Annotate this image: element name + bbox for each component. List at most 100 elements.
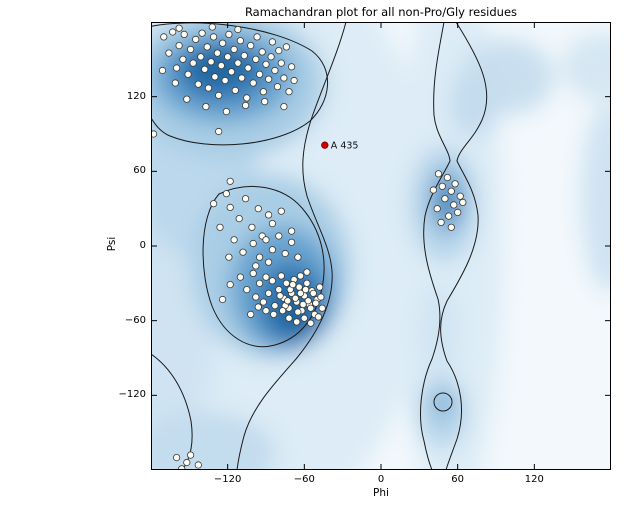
y-tick-label: 120 bbox=[126, 90, 146, 102]
residue-point bbox=[429, 186, 437, 194]
residue-point bbox=[265, 75, 273, 83]
residue-point bbox=[256, 279, 264, 287]
residue-point bbox=[231, 86, 239, 95]
residue-point bbox=[207, 58, 215, 66]
contour-right-east bbox=[440, 22, 488, 470]
residue-point bbox=[288, 227, 296, 235]
residue-point bbox=[225, 30, 233, 38]
density-layer bbox=[151, 22, 611, 470]
residue-point bbox=[450, 201, 458, 209]
residue-point bbox=[316, 283, 324, 291]
residue-point bbox=[240, 51, 248, 60]
residue-point bbox=[197, 53, 205, 61]
residue-point bbox=[277, 59, 285, 67]
residue-point bbox=[267, 53, 275, 61]
residue-point bbox=[256, 70, 264, 78]
residue-point bbox=[277, 207, 285, 215]
residue-point bbox=[225, 253, 233, 261]
outlier-point bbox=[321, 141, 329, 149]
residue-point bbox=[213, 49, 222, 57]
residue-point bbox=[230, 45, 238, 53]
residue-point bbox=[171, 79, 179, 87]
residue-point bbox=[296, 272, 305, 280]
residue-point bbox=[296, 289, 305, 297]
residue-point bbox=[253, 33, 261, 41]
contour-right-west bbox=[420, 22, 451, 470]
contour-layer bbox=[151, 22, 488, 470]
residue-point bbox=[318, 304, 326, 312]
residue-point bbox=[242, 195, 250, 203]
residue-point bbox=[445, 212, 453, 220]
residue-point bbox=[447, 223, 455, 231]
residue-point bbox=[222, 108, 231, 116]
residue-point bbox=[222, 190, 231, 198]
residue-point bbox=[307, 319, 315, 327]
residue-point bbox=[254, 205, 262, 213]
residue-point bbox=[265, 211, 273, 219]
residue-point bbox=[258, 48, 266, 56]
residue-point bbox=[268, 38, 277, 46]
axes-frame bbox=[151, 22, 611, 470]
residue-point bbox=[451, 180, 459, 188]
residue-point bbox=[285, 88, 293, 96]
outlier-layer: A 435 bbox=[321, 141, 359, 152]
residue-point bbox=[209, 200, 218, 208]
residue-point bbox=[295, 283, 303, 291]
residue-point bbox=[441, 195, 449, 203]
residue-point bbox=[443, 174, 451, 182]
residue-point bbox=[459, 198, 467, 206]
residue-point bbox=[219, 295, 227, 304]
residue-point bbox=[299, 300, 307, 309]
residue-point bbox=[262, 60, 270, 68]
residue-point bbox=[303, 279, 311, 287]
residue-point bbox=[235, 215, 243, 223]
residue-point bbox=[234, 25, 242, 34]
residue-point bbox=[186, 45, 195, 53]
residue-point bbox=[307, 304, 315, 312]
residue-point bbox=[204, 84, 213, 92]
residue-point bbox=[285, 314, 293, 322]
x-tick-label: 60 bbox=[451, 474, 465, 485]
residue-point bbox=[300, 314, 308, 322]
residue-point bbox=[165, 49, 173, 57]
residue-point bbox=[248, 223, 256, 231]
residue-point bbox=[208, 23, 216, 31]
residue-point bbox=[261, 98, 269, 106]
y-tick-label: −120 bbox=[118, 389, 146, 401]
residue-point bbox=[275, 232, 283, 240]
residue-point bbox=[438, 182, 446, 190]
residue-point bbox=[242, 101, 250, 110]
residue-point bbox=[268, 277, 277, 285]
residue-point bbox=[289, 280, 297, 289]
residue-point bbox=[226, 177, 234, 185]
contour-left-outer bbox=[236, 22, 347, 470]
residue-point bbox=[243, 94, 251, 102]
residue-point bbox=[236, 273, 245, 281]
residue-point bbox=[203, 43, 211, 51]
residue-point bbox=[189, 59, 197, 67]
residue-point bbox=[158, 66, 167, 75]
x-tick-label: 0 bbox=[377, 474, 385, 485]
residue-point bbox=[268, 246, 277, 254]
plot-title: Ramachandran plot for all non-Pro/Gly re… bbox=[244, 5, 518, 19]
residue-point bbox=[262, 236, 270, 244]
residue-point bbox=[175, 41, 183, 50]
residue-point bbox=[288, 63, 296, 71]
residue-point bbox=[247, 310, 255, 318]
residue-point bbox=[294, 253, 302, 261]
residue-point bbox=[234, 59, 242, 67]
residue-point bbox=[288, 238, 296, 246]
outlier-label: A 435 bbox=[331, 141, 359, 152]
plot-area: A 435 bbox=[151, 22, 611, 470]
residue-point bbox=[276, 292, 284, 300]
residue-point bbox=[183, 458, 191, 467]
residue-point bbox=[227, 68, 236, 76]
residue-point bbox=[271, 66, 279, 75]
residue-point bbox=[280, 103, 288, 111]
residue-point bbox=[239, 248, 247, 256]
residue-point bbox=[172, 453, 181, 462]
residue-point bbox=[280, 74, 288, 82]
residue-point bbox=[217, 61, 225, 70]
residue-point bbox=[265, 258, 273, 266]
